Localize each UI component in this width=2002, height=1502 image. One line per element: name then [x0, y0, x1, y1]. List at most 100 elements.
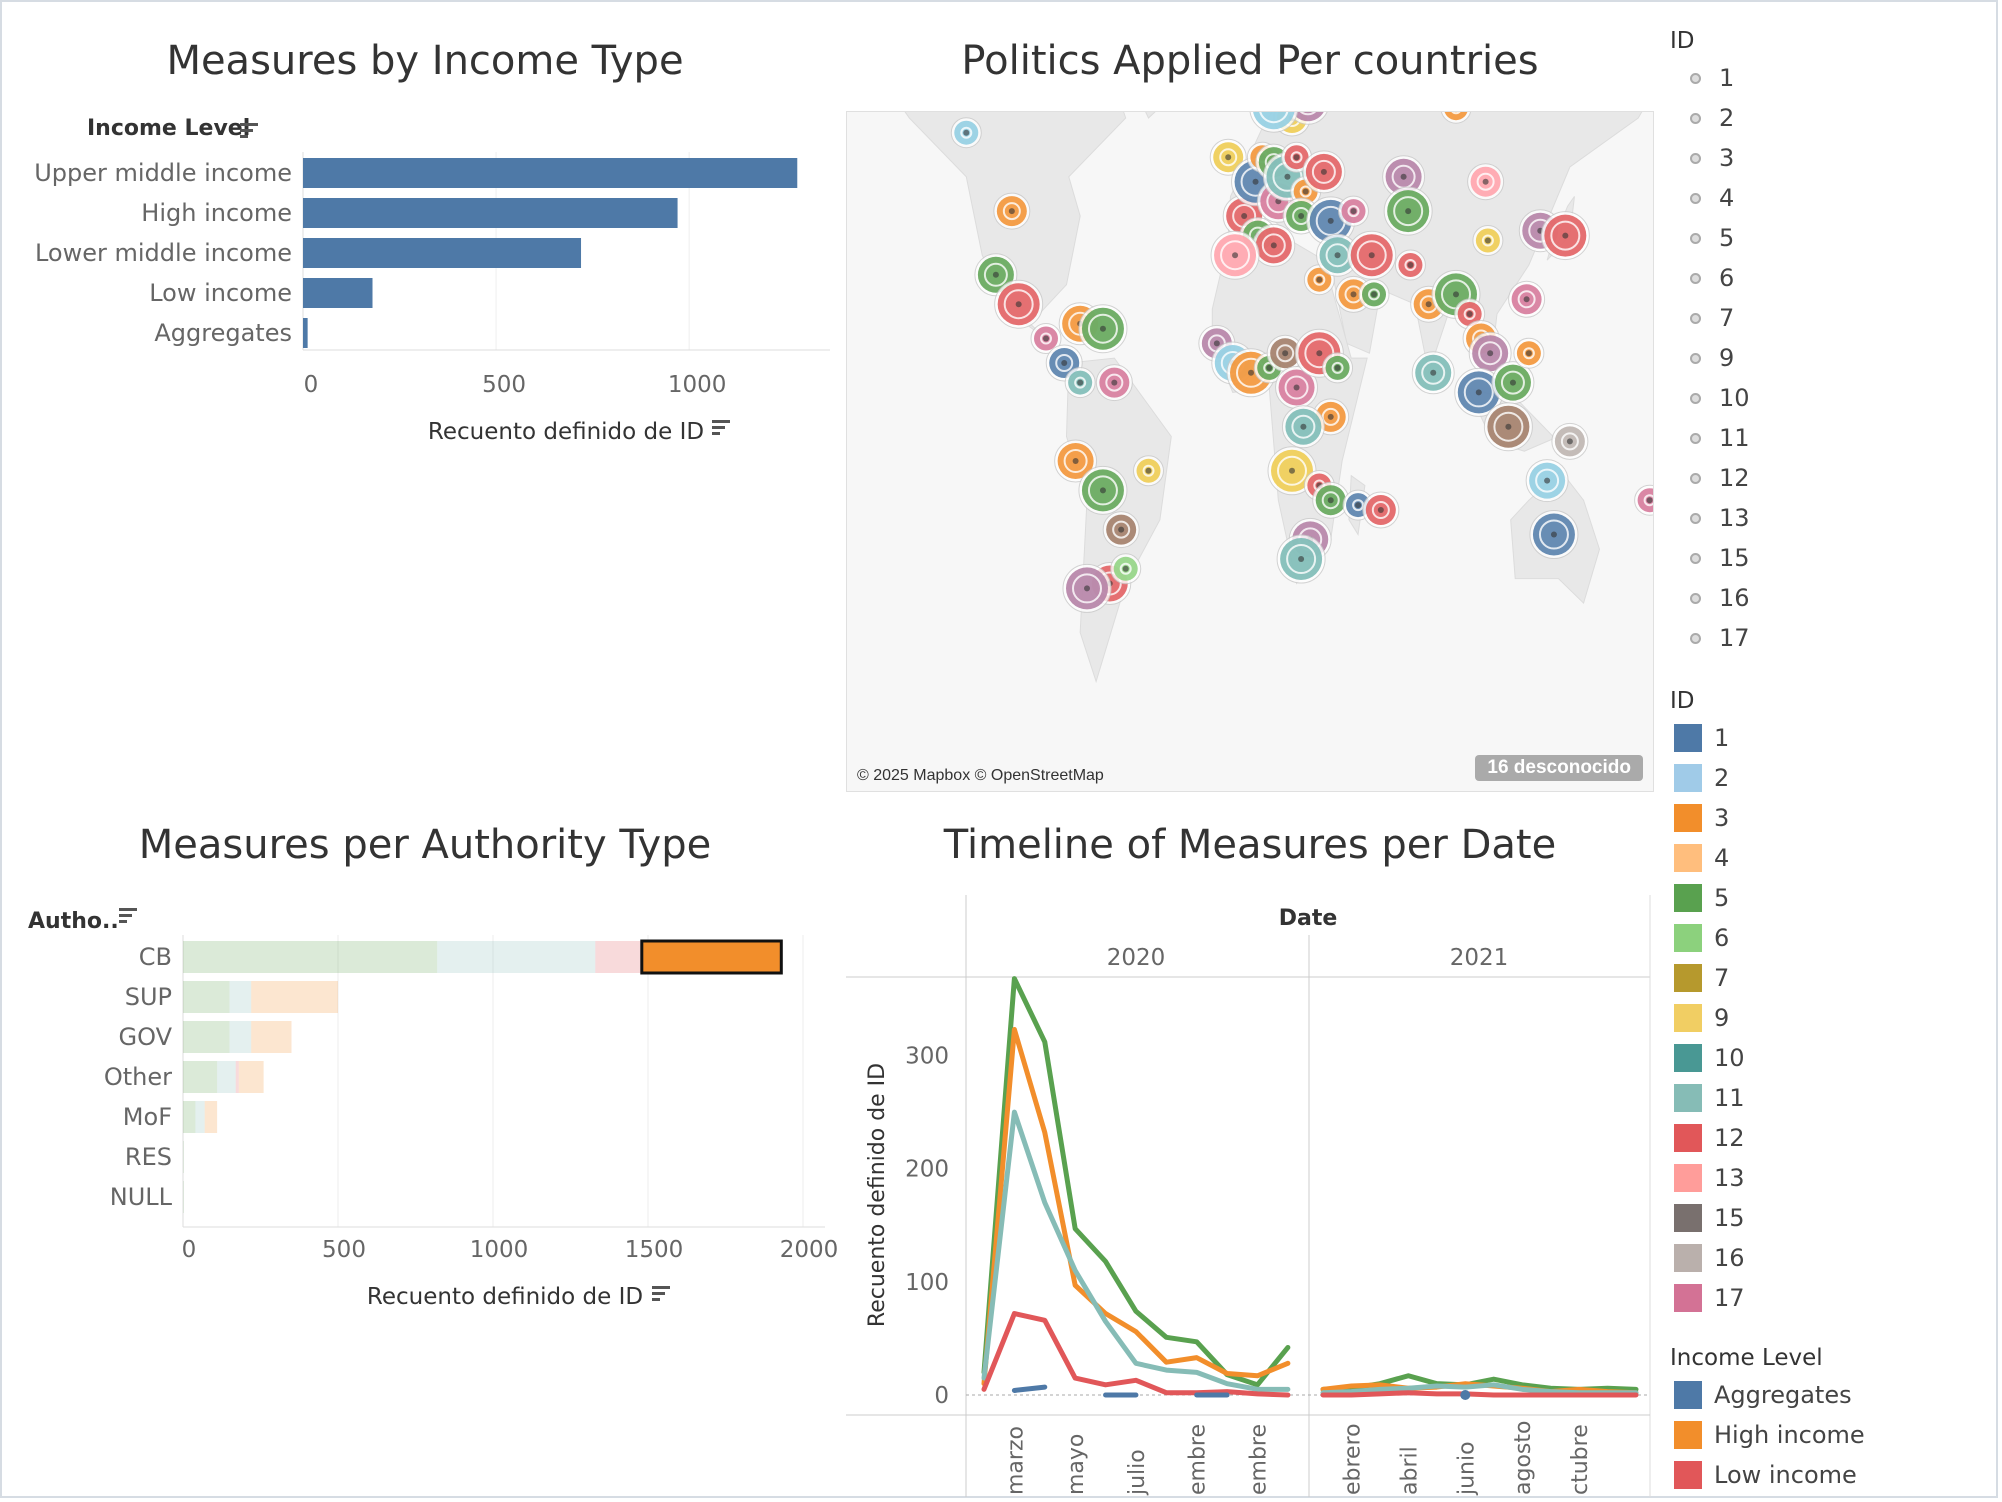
id-shape-legend-item[interactable]: 16	[1670, 578, 1970, 618]
id-shape-legend-item[interactable]: 6	[1670, 258, 1970, 298]
id-shape-legend-item[interactable]: 4	[1670, 178, 1970, 218]
map-marker-inner-ring	[983, 262, 1008, 287]
id-shape-legend-item[interactable]: 1	[1670, 58, 1970, 98]
map-country-marker[interactable]	[1347, 230, 1397, 280]
map-marker-center	[1371, 291, 1377, 298]
id-shape-legend-item[interactable]: 5	[1670, 218, 1970, 258]
id-shape-legend-item[interactable]: 11	[1670, 418, 1970, 458]
world-map[interactable]	[847, 112, 1653, 791]
map-country-marker[interactable]	[1338, 195, 1369, 227]
timeline-line-chart[interactable]: Date 2020 2021 0 100 200 300 Recuento definido …	[846, 895, 1656, 1497]
map-country-marker[interactable]	[1440, 112, 1472, 124]
map-country-marker[interactable]	[1383, 186, 1433, 236]
map-country-marker[interactable]	[1078, 465, 1128, 515]
id-color-legend-item[interactable]: 10	[1670, 1038, 1970, 1078]
map-country-marker[interactable]	[1525, 459, 1569, 503]
legend-label: 15	[1714, 1204, 1745, 1232]
id-color-legend-item[interactable]: 2	[1670, 758, 1970, 798]
income-bar-chart[interactable]: Income Level Upper middle income High inco…	[0, 110, 850, 450]
id-color-legend-item[interactable]: 12	[1670, 1118, 1970, 1158]
income-bar	[303, 238, 582, 268]
map-country-marker[interactable]	[1508, 280, 1546, 318]
map-country-marker[interactable]	[1513, 337, 1545, 369]
map-country-marker[interactable]	[994, 279, 1044, 329]
map-country-marker[interactable]	[1078, 304, 1128, 354]
map-country-marker[interactable]	[1467, 163, 1505, 201]
id-shape-legend-item[interactable]: 17	[1670, 618, 1970, 658]
id-color-legend-item[interactable]: 6	[1670, 918, 1970, 958]
map-country-marker[interactable]	[1054, 439, 1098, 483]
map-country-marker[interactable]	[1454, 298, 1486, 330]
map-country-marker[interactable]	[1267, 446, 1317, 496]
id-color-legend-item[interactable]: 17	[1670, 1278, 1970, 1318]
map-country-marker[interactable]	[1468, 331, 1512, 375]
map-country-marker[interactable]	[974, 253, 1018, 297]
authority-bar-chart[interactable]: Autho.. CB SUP GOV Other MoF RES NULL 0 500 1000 15…	[0, 895, 850, 1315]
map-country-marker[interactable]	[1030, 323, 1062, 354]
map-country-marker[interactable]	[1210, 230, 1260, 280]
id-shape-legend-item[interactable]: 15	[1670, 538, 1970, 578]
map-country-marker[interactable]	[1483, 402, 1533, 452]
id-color-legend-item[interactable]: 1	[1670, 718, 1970, 758]
unknown-locations-badge[interactable]: 16 desconocido	[1475, 755, 1643, 781]
map-country-marker[interactable]	[1312, 481, 1350, 519]
map-country-marker[interactable]	[950, 117, 982, 149]
map-country-marker[interactable]	[1302, 150, 1346, 194]
id-color-legend-item[interactable]: 11	[1670, 1078, 1970, 1118]
id-shape-legend-item[interactable]: 13	[1670, 498, 1970, 538]
map-country-marker[interactable]	[1252, 223, 1296, 267]
map-country-marker[interactable]	[1394, 249, 1426, 281]
id-color-legend-item[interactable]: 13	[1670, 1158, 1970, 1198]
id-color-legend-item[interactable]: 4	[1670, 838, 1970, 878]
map-country-marker[interactable]	[1095, 364, 1133, 402]
map-country-marker[interactable]	[1362, 491, 1400, 529]
map-country-marker[interactable]	[1454, 367, 1504, 417]
map-country-marker[interactable]	[1281, 141, 1313, 173]
id-color-legend-item[interactable]: 7	[1670, 958, 1970, 998]
income-legend-item[interactable]: High income	[1670, 1415, 1970, 1455]
id-shape-legend-item[interactable]: 12	[1670, 458, 1970, 498]
authority-category-label: MoF	[123, 1103, 172, 1131]
map-marker-inner-ring	[1517, 290, 1536, 309]
map-country-marker[interactable]	[1551, 422, 1589, 460]
id-color-legend-item[interactable]: 16	[1670, 1238, 1970, 1278]
id-shape-legend-item[interactable]: 9	[1670, 338, 1970, 378]
map-marker-center	[1289, 467, 1295, 474]
map-country-marker[interactable]	[1322, 352, 1354, 384]
id-shape-legend-item[interactable]: 3	[1670, 138, 1970, 178]
map-country-marker[interactable]	[1382, 155, 1426, 199]
map-country-marker[interactable]	[1276, 534, 1326, 584]
map-country-marker[interactable]	[1411, 351, 1455, 395]
income-category-label: Low income	[149, 279, 292, 307]
map-country-marker[interactable]	[993, 192, 1031, 230]
map-marker-inner-ring	[1299, 112, 1317, 116]
map-panel[interactable]: © 2025 Mapbox © OpenStreetMap 16 descono…	[846, 111, 1654, 792]
id-color-legend-item[interactable]: 9	[1670, 998, 1970, 1038]
map-country-marker[interactable]	[1358, 278, 1390, 310]
map-country-marker[interactable]	[1064, 367, 1096, 399]
map-country-marker[interactable]	[1472, 225, 1504, 256]
id-shape-legend-item[interactable]: 10	[1670, 378, 1970, 418]
map-country-marker[interactable]	[1281, 405, 1325, 449]
id-shape-legend-item[interactable]: 7	[1670, 298, 1970, 338]
map-country-marker[interactable]	[1491, 361, 1535, 405]
map-country-marker[interactable]	[1634, 484, 1653, 516]
map-country-marker[interactable]	[1287, 112, 1329, 125]
id-color-legend-item[interactable]: 3	[1670, 798, 1970, 838]
map-country-marker[interactable]	[1316, 233, 1360, 277]
id-color-legend-item[interactable]: 15	[1670, 1198, 1970, 1238]
map-country-marker[interactable]	[1110, 553, 1142, 585]
map-country-marker[interactable]	[1133, 455, 1164, 487]
map-country-marker[interactable]	[1275, 366, 1319, 409]
income-legend-item[interactable]: Aggregates	[1670, 1375, 1970, 1415]
map-country-marker[interactable]	[1102, 511, 1140, 549]
id-shape-legend-item[interactable]: 2	[1670, 98, 1970, 138]
map-country-marker[interactable]	[1249, 112, 1298, 133]
map-country-marker[interactable]	[1540, 211, 1590, 261]
map-country-marker[interactable]	[1529, 510, 1579, 559]
map-country-marker[interactable]	[1062, 563, 1112, 613]
id-color-legend-item[interactable]: 5	[1670, 878, 1970, 918]
map-country-marker[interactable]	[1266, 334, 1304, 372]
income-legend-item[interactable]: Low income	[1670, 1455, 1970, 1495]
map-marker-center	[1225, 154, 1232, 161]
